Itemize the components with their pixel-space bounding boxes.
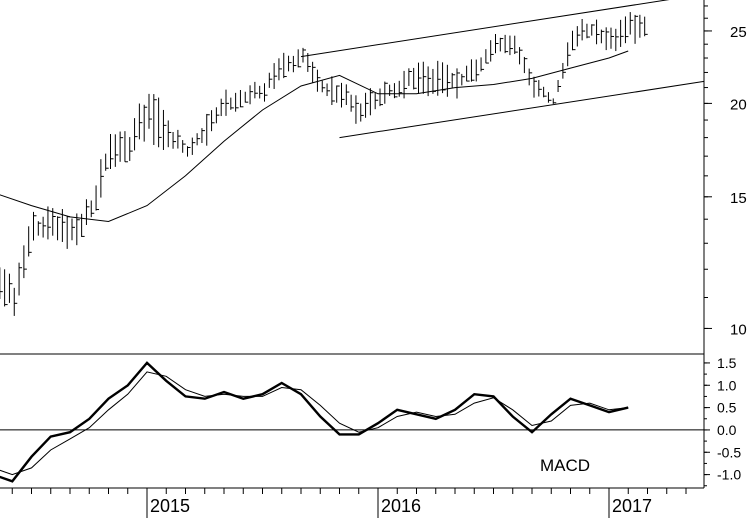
upper-trendline bbox=[300, 0, 670, 58]
year-label: 2017 bbox=[612, 496, 652, 516]
macd-tick-label: -0.5 bbox=[717, 444, 741, 460]
year-label: 2015 bbox=[150, 496, 190, 516]
year-label: 2016 bbox=[381, 496, 421, 516]
macd-tick-label: -1.0 bbox=[717, 467, 741, 483]
price-panel bbox=[0, 0, 705, 316]
moving-average-line bbox=[0, 50, 629, 223]
signal-line bbox=[0, 371, 629, 476]
macd-tick-label: 1.5 bbox=[717, 355, 737, 371]
macd-panel bbox=[0, 361, 704, 483]
price-tick-label: 10 bbox=[730, 321, 747, 338]
macd-annotation: MACD bbox=[540, 456, 590, 475]
macd-line bbox=[0, 361, 629, 483]
price-tick-label: 15 bbox=[730, 190, 747, 207]
macd-tick-label: 0.0 bbox=[717, 422, 737, 438]
price-tick-label: 25 bbox=[730, 24, 747, 41]
macd-tick-label: 0.5 bbox=[717, 400, 737, 416]
price-tick-label: 20 bbox=[730, 96, 747, 113]
macd-tick-label: 1.0 bbox=[717, 377, 737, 393]
lower-trendline bbox=[339, 80, 705, 139]
